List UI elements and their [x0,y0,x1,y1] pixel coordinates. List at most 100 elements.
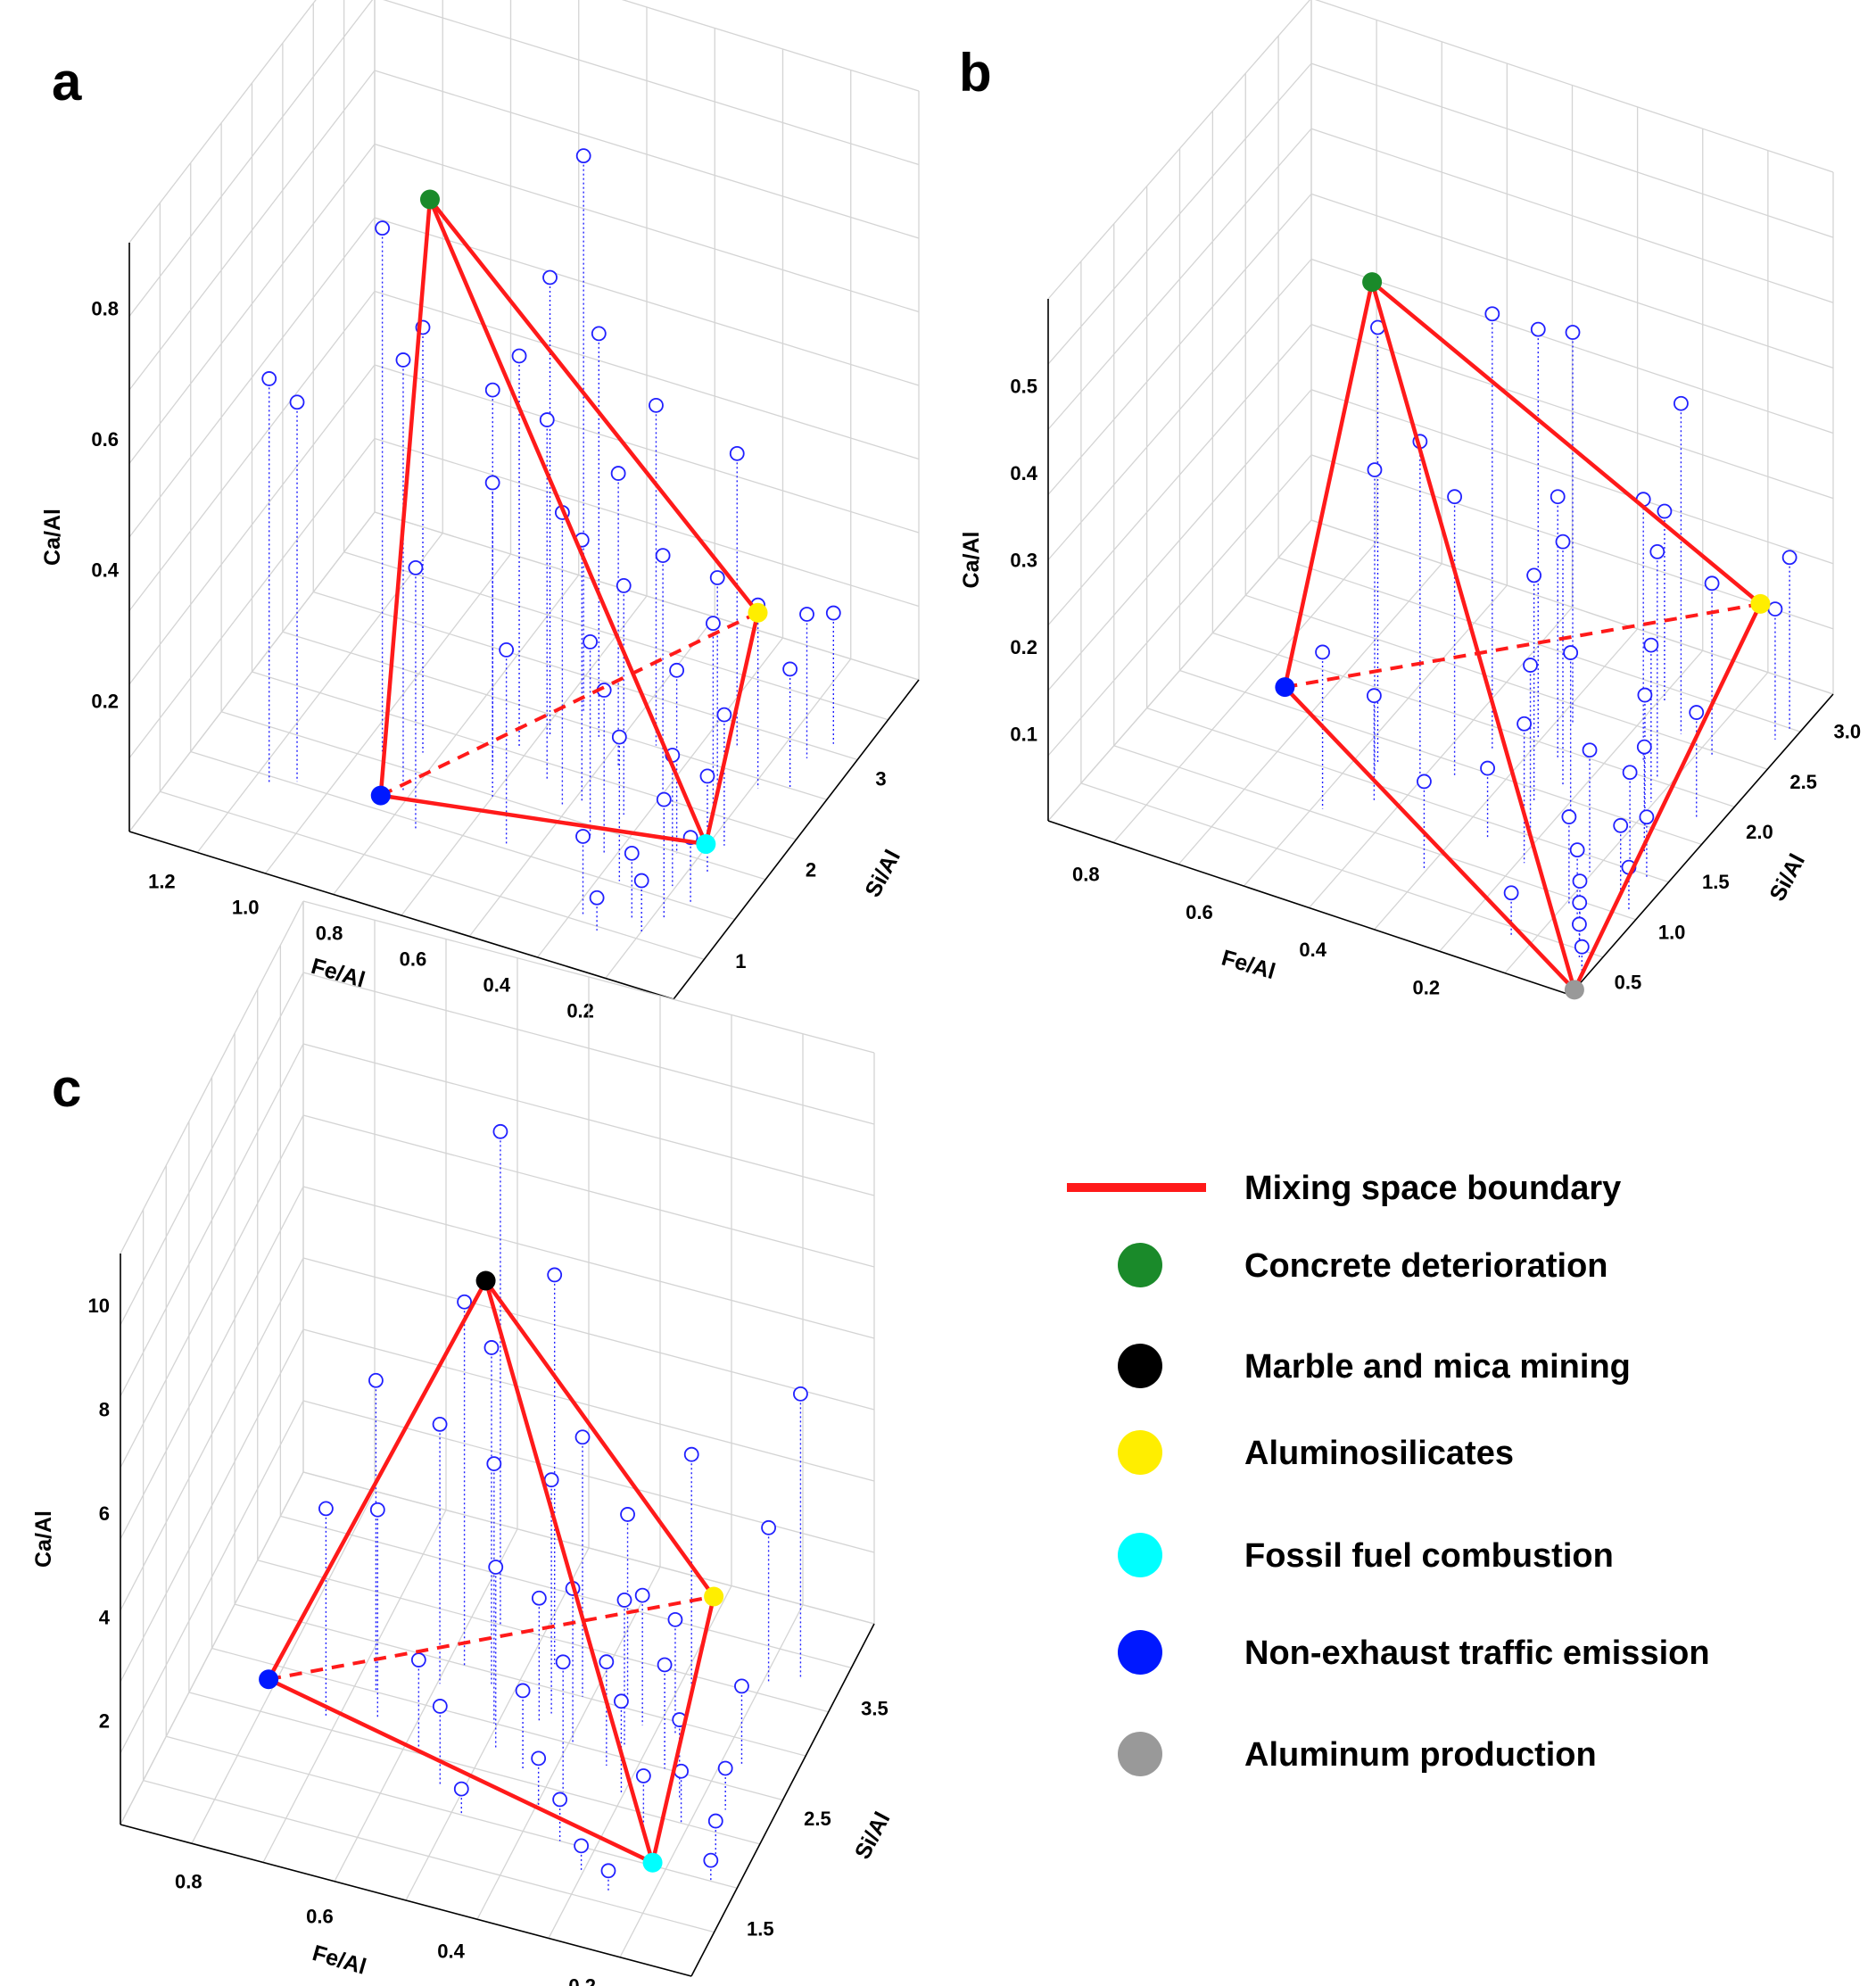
panel-b-boundary-solid [1369,279,1763,607]
panel-b-sample-point [1657,503,1673,519]
legend-label-fossil: Fossil fuel combustion [1244,1537,1614,1575]
panel-a-floor-grid-line [252,671,797,840]
panel-a-end-member-concrete-deterioration [419,189,440,210]
panel-a-end-member-fossil-fuel-combustion [696,834,716,855]
panel-b-back-grid-line [1314,0,1834,173]
panel-a-side-grid-line [128,0,317,244]
panel-b-back-grid-line [1310,62,1834,238]
panel-b-back-grid-line [1310,193,1834,368]
panel-b-sample-point [1480,760,1495,776]
panel-b-y-axis-line [1569,693,1834,996]
panel-b-x-tick-label: 0.2 [1413,977,1441,999]
panel-b-y-tick-label: 2.5 [1789,771,1817,793]
panel-c-boundary-solid [650,1594,716,1865]
legend-boundary-label: Mixing space boundary [1244,1170,1621,1207]
panel-b-z-tick-label: 0.5 [1010,376,1037,398]
legend-marker-concrete [1118,1243,1162,1287]
panel-a-z-tick-label: 0.6 [91,428,119,451]
panel-c-x-tick-label: 0.8 [175,1870,202,1892]
panel-c-back-grid-line [302,1186,875,1339]
panel-c-sample-point [531,1750,547,1767]
panel-a-floor-grid-line [605,658,852,979]
panel-b-sample-point [1636,739,1652,755]
panel-c-y-tick-label: 1.5 [747,1917,774,1940]
panel-a-boundary-dashed [379,610,759,798]
panel-a-sample-point [669,662,685,678]
panel-c-back-grid-line [302,972,875,1125]
panel-c-x-tick-label: 0.2 [568,1975,596,1986]
panel-a-sample-point [616,577,632,593]
panel-c-sample-point [552,1792,568,1808]
panel-a-boundary-solid [427,197,760,616]
panel-b-floor-grid-line [1212,632,1735,807]
panel-c-sample-point [707,1813,723,1829]
panel-b-sample-point [1526,567,1542,583]
panel-c-side-grid-line [120,972,304,1326]
panel-a-sample-point [709,570,725,585]
panel-a-sample-point [716,707,732,723]
panel-c-sample-point [614,1693,629,1709]
panel-b-sample-point [1689,705,1705,720]
panel-a-z-tick-label: 0.2 [91,690,119,712]
panel-a-sample-point [611,729,627,745]
panel-b-sample-point [1649,543,1665,559]
panel-b-sample-point [1572,873,1588,890]
panel-a-sample-point [649,397,664,413]
panel-c-sample-point [600,1863,616,1879]
legend-marker-marble [1118,1344,1162,1388]
panel-c-sample-point [483,1340,500,1355]
panel-c-side-grid-line [120,900,304,1254]
panel-b-x-axis-line [1047,820,1571,996]
panel-b-floor-grid-line [1245,594,1768,770]
panel-a-sample-point [825,605,841,621]
panel-c-sample-point [531,1590,547,1606]
legend-label-aluminosilicates: Aluminosilicates [1244,1435,1514,1472]
panel-b-sample-point [1565,325,1581,340]
panel-c-end-member-non-exhaust-traffic-emission [259,1669,279,1690]
panel-b-sample-point [1767,601,1783,617]
panel-c-end-member-fossil-fuel-combustion [642,1852,663,1873]
panel-b-sample-point [1523,658,1538,673]
panel-c-sample-point [634,1587,650,1603]
panel-c-z-axis-label: Ca/Al [31,1510,56,1568]
panel-a-sample-point [589,890,605,906]
panel-c-sample-point [717,1760,733,1776]
panel-b-sample-point [1569,842,1585,858]
panel-b-y-axis-label: Si/Al [1764,849,1810,905]
panel-c-y-axis-line [690,1623,875,1977]
panel-a-side-grid-line [128,217,376,538]
panel-c-sample-point [667,1611,683,1627]
panel-c-x-tick-label: 0.6 [306,1905,334,1927]
panel-b-sample-point [1550,489,1566,505]
panel-c-sample-point [486,1456,502,1472]
panel-a-sample-point [261,371,277,386]
panel-a-sample-point [575,148,591,164]
panel-a-x-axis-line [128,831,674,1000]
panel-a-back-grid-line [383,0,920,166]
panel-c-floor-grid-line [476,1566,661,1920]
panel-b-floor-grid-line [1504,672,1769,974]
legend-label-concrete: Concrete deterioration [1244,1247,1608,1285]
panel-b-sample-point [1582,742,1598,758]
panel-c-z-tick-label: 2 [99,1710,110,1733]
panel-b-end-member-aluminosilicates [1750,593,1771,614]
panel-c-sample-point [620,1507,635,1522]
panel-a-z-tick-label: 0.4 [91,559,119,582]
panel-b-side-grid-line [1047,62,1312,365]
panel-b-sample-point [1484,306,1500,322]
panel-a-sample-point [539,412,555,427]
panel-a-sample-point [542,269,558,285]
panel-a-floor-grid-line [282,631,828,800]
panel-b-y-tick-label: 2.0 [1746,821,1773,843]
panel-b-x-tick-label: 0.6 [1186,901,1213,923]
panel-c-sample-point [635,1768,651,1783]
panel-c-boundary-solid [266,1677,655,1865]
panel-b-y-tick-label: 3.0 [1834,721,1862,743]
panel-a-z-tick-label: 0.8 [91,297,119,319]
panel-a-sample-point [583,634,598,650]
panel-b-sample-point [1704,575,1720,592]
panel-c-boundary-solid [483,1278,655,1865]
panel-b-sample-point [1781,550,1797,566]
panel-c-sample-point [457,1294,472,1310]
panel-a-y-tick-label: 1 [735,950,746,972]
